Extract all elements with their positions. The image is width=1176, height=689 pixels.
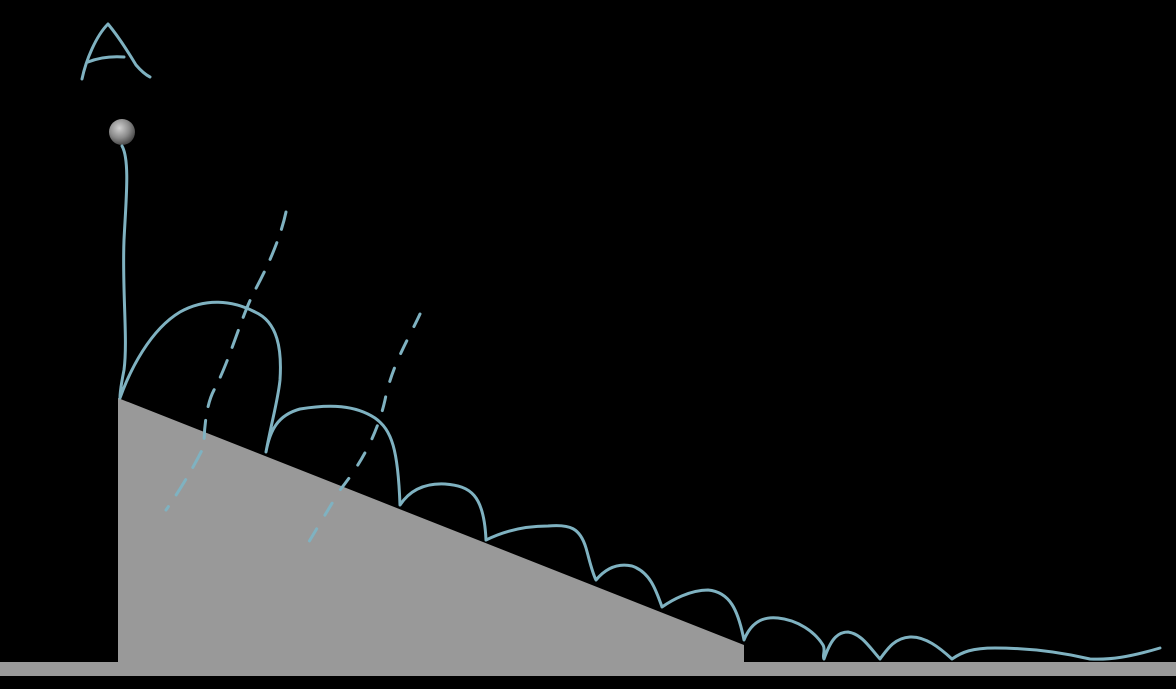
ball xyxy=(109,119,135,145)
dashed-trajectory-2 xyxy=(302,312,422,552)
ball-trajectory xyxy=(118,144,1162,661)
ground-floor xyxy=(0,662,1176,676)
label-a xyxy=(80,22,152,81)
dashed-trajectory-1 xyxy=(164,210,288,512)
ramp-wedge xyxy=(118,398,744,662)
